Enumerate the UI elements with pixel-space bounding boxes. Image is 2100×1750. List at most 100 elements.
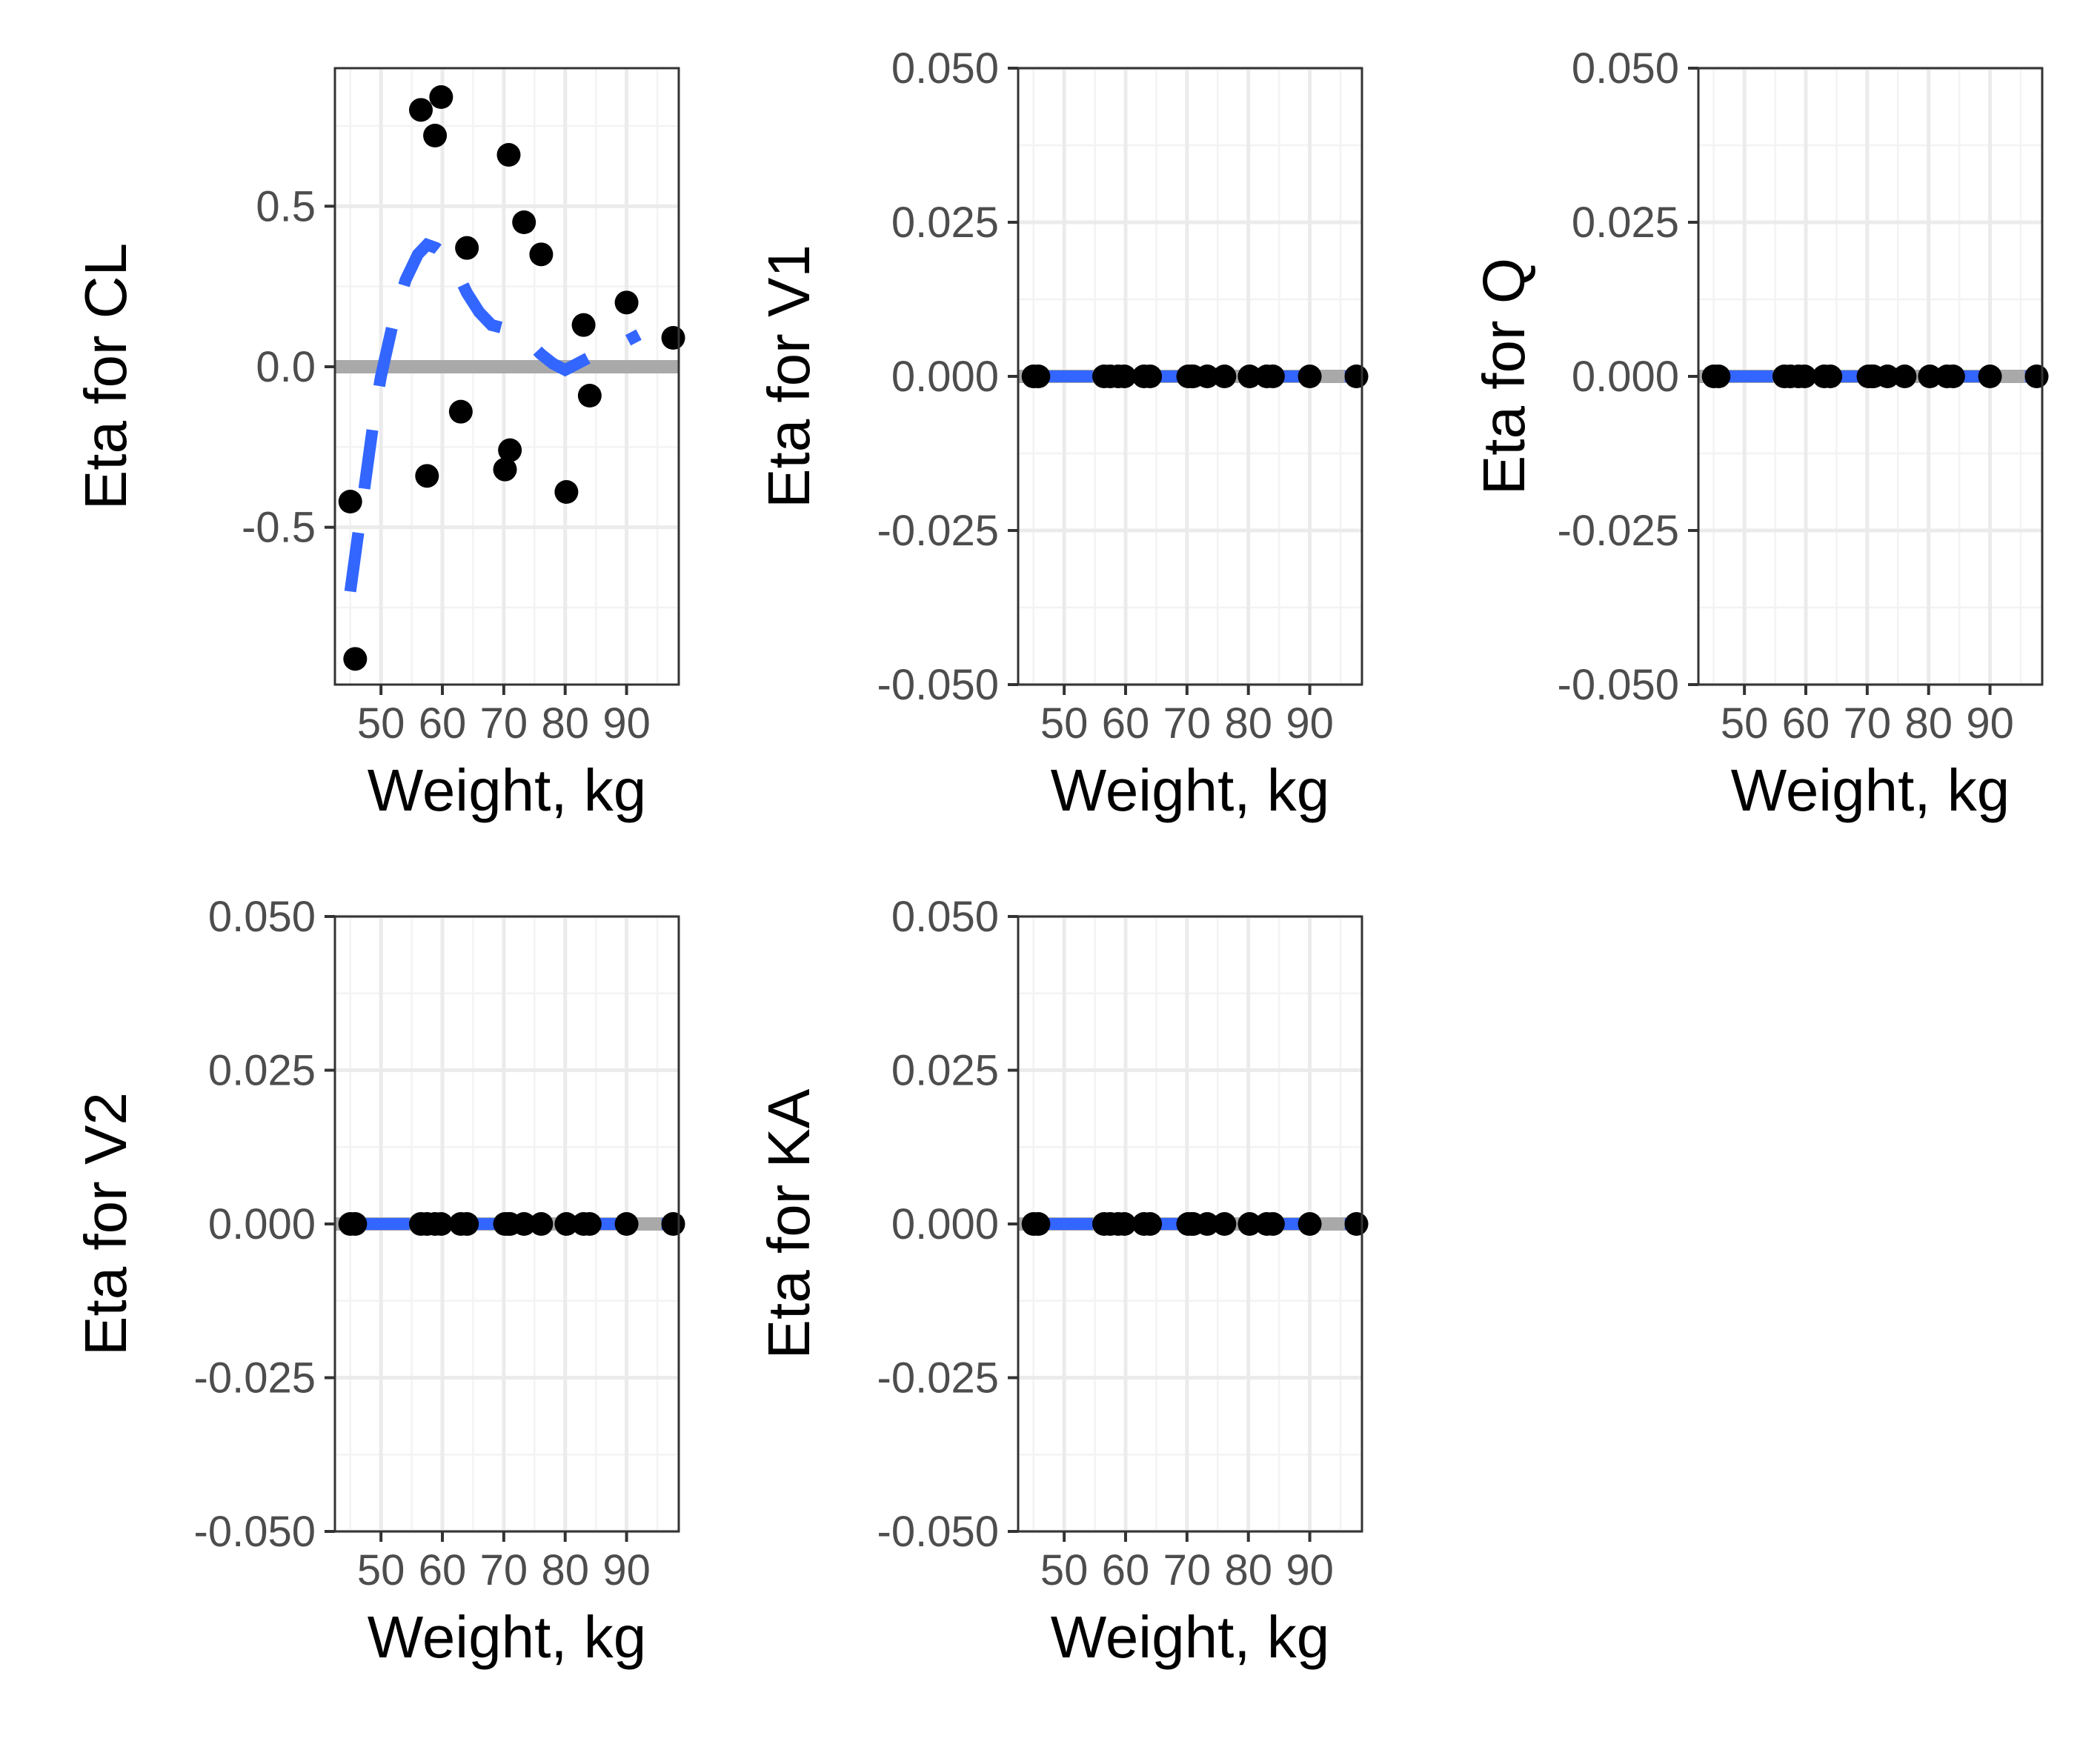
data-point bbox=[1297, 1212, 1322, 1236]
data-point bbox=[1918, 365, 1942, 388]
x-tick-label: 90 bbox=[602, 1546, 651, 1594]
data-point bbox=[1707, 365, 1731, 388]
x-tick-label: 60 bbox=[1782, 699, 1830, 748]
data-point bbox=[577, 1212, 602, 1236]
x-axis-title: Weight, kg bbox=[1051, 1604, 1329, 1670]
y-axis-title: Eta for CL bbox=[73, 243, 139, 510]
y-tick-label: -0.050 bbox=[877, 661, 999, 709]
x-tick-label: 90 bbox=[1286, 1546, 1334, 1594]
data-point bbox=[409, 98, 433, 122]
data-point bbox=[614, 290, 639, 315]
y-tick-label: 0.025 bbox=[891, 199, 999, 247]
x-tick-label: 80 bbox=[1904, 699, 1953, 748]
data-point bbox=[455, 1212, 479, 1236]
y-tick-label: -0.025 bbox=[877, 507, 999, 555]
y-tick-label: -0.025 bbox=[194, 1354, 316, 1403]
x-tick-label: 70 bbox=[1844, 699, 1892, 748]
data-point bbox=[1978, 365, 2002, 388]
data-point bbox=[2024, 365, 2049, 388]
data-point bbox=[1212, 1212, 1237, 1236]
data-point bbox=[1112, 1212, 1137, 1236]
y-tick-label: 0.050 bbox=[891, 44, 999, 93]
data-point bbox=[1344, 1212, 1369, 1236]
y-axis-title: Eta for V2 bbox=[73, 1092, 139, 1356]
y-axis-title: Eta for Q bbox=[1471, 258, 1537, 495]
panel-background bbox=[335, 68, 679, 685]
data-point bbox=[614, 1212, 639, 1236]
y-tick-label: 0.025 bbox=[891, 1047, 999, 1095]
y-tick-label: -0.5 bbox=[242, 504, 316, 552]
x-tick-label: 80 bbox=[1224, 699, 1272, 748]
y-tick-label: 0.025 bbox=[208, 1047, 316, 1095]
data-point bbox=[554, 480, 579, 504]
x-tick-label: 60 bbox=[419, 1546, 467, 1594]
y-tick-label: 0.0 bbox=[256, 343, 316, 391]
data-point bbox=[1941, 365, 1965, 388]
data-point bbox=[1195, 365, 1220, 388]
y-tick-label: -0.050 bbox=[194, 1508, 316, 1556]
x-tick-label: 50 bbox=[357, 1546, 405, 1594]
x-tick-label: 50 bbox=[1040, 699, 1089, 748]
data-point bbox=[343, 647, 368, 671]
data-point bbox=[429, 85, 453, 109]
y-tick-label: 0.025 bbox=[1572, 199, 1679, 247]
data-point bbox=[493, 457, 517, 482]
data-point bbox=[512, 1212, 536, 1236]
data-point bbox=[1297, 365, 1322, 388]
data-point bbox=[1237, 1212, 1262, 1236]
data-point bbox=[1112, 365, 1137, 388]
data-point bbox=[1260, 365, 1285, 388]
data-point bbox=[455, 236, 479, 260]
data-point bbox=[1875, 365, 1900, 388]
data-point bbox=[429, 1212, 453, 1236]
x-tick-label: 60 bbox=[1102, 699, 1150, 748]
chart-panel-v2: -0.050 -0.025 0.000 0.025 0.050 50 60 70 80 90 Wei… bbox=[73, 893, 685, 1670]
y-tick-label: 0.000 bbox=[891, 353, 999, 401]
y-tick-label: 0.050 bbox=[891, 893, 999, 941]
data-point bbox=[338, 490, 362, 513]
chart-panel-ka: -0.050 -0.025 0.000 0.025 0.050 50 60 70 80 90 Wei… bbox=[756, 893, 1369, 1670]
x-tick-label: 70 bbox=[1163, 699, 1212, 748]
x-axis-title: Weight, kg bbox=[368, 757, 646, 823]
data-point bbox=[554, 1212, 579, 1236]
y-tick-label: -0.025 bbox=[877, 1354, 999, 1403]
chart-panel-cl: -0.5 0.0 0.5 50 60 70 80 90 Weight, kg Eta for CL bbox=[73, 67, 685, 823]
y-tick-label: 0.000 bbox=[1572, 353, 1679, 401]
y-tick-label: -0.050 bbox=[1558, 661, 1679, 709]
data-point bbox=[1026, 365, 1051, 388]
panel-border bbox=[333, 67, 680, 686]
x-axis-title: Weight, kg bbox=[1731, 757, 2010, 823]
data-point bbox=[1792, 365, 1817, 388]
y-tick-label: 0.000 bbox=[891, 1200, 999, 1248]
x-tick-label: 50 bbox=[1040, 1546, 1089, 1594]
data-point bbox=[496, 143, 521, 167]
data-point bbox=[1195, 1212, 1220, 1236]
y-tick-label: 0.050 bbox=[1572, 44, 1679, 93]
data-point bbox=[661, 1212, 685, 1236]
data-point bbox=[1344, 365, 1369, 388]
y-tick-label: 0.5 bbox=[256, 182, 316, 230]
data-point bbox=[512, 210, 536, 234]
x-tick-label: 90 bbox=[602, 699, 651, 748]
x-tick-label: 80 bbox=[1224, 1546, 1272, 1594]
y-axis-title: Eta for V1 bbox=[756, 244, 822, 508]
data-point bbox=[343, 1212, 368, 1236]
x-tick-label: 60 bbox=[1102, 1546, 1150, 1594]
data-point bbox=[448, 399, 473, 424]
data-point bbox=[1138, 1212, 1163, 1236]
data-point bbox=[577, 384, 602, 407]
data-point bbox=[1138, 365, 1163, 388]
y-tick-label: 0.050 bbox=[208, 893, 316, 941]
data-point bbox=[1893, 365, 1917, 388]
y-tick-label: 0.000 bbox=[208, 1200, 316, 1248]
x-tick-label: 50 bbox=[357, 699, 405, 748]
x-tick-label: 90 bbox=[1286, 699, 1334, 748]
data-point bbox=[1260, 1212, 1285, 1236]
data-point bbox=[1026, 1212, 1051, 1236]
data-point bbox=[571, 313, 596, 337]
data-point bbox=[529, 1212, 554, 1236]
chart-panel-v1: -0.050 -0.025 0.000 0.025 0.050 50 60 70 80 90 Wei… bbox=[756, 44, 1369, 823]
x-tick-label: 90 bbox=[1966, 699, 2014, 748]
smooth-trend-line bbox=[344, 238, 642, 593]
